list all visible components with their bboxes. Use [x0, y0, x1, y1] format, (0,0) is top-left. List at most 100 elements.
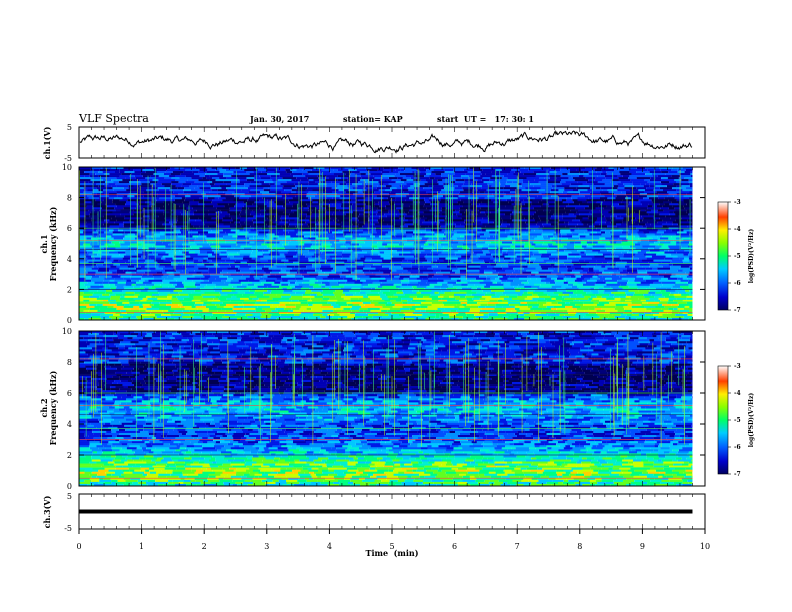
spectrogram-cell	[443, 303, 457, 307]
spectrogram-cell	[96, 297, 111, 301]
spectrogram-cell	[548, 203, 560, 206]
spectrogram-cell	[387, 295, 392, 299]
spectrogram-cell	[521, 185, 534, 188]
spectrogram-cell	[183, 221, 196, 224]
spectrogram-cell	[502, 219, 513, 222]
spectrogram-cell	[179, 249, 185, 252]
spectrogram-cell	[340, 275, 346, 279]
spectrogram-cell	[209, 179, 216, 182]
spectrogram-cell	[469, 309, 480, 313]
spectrogram-cell	[281, 215, 289, 218]
spectrogram-cell	[244, 221, 254, 224]
spectrogram-cell	[498, 197, 512, 200]
spectrogram-cell	[424, 167, 431, 170]
spectrogram-cell	[540, 187, 553, 190]
spectrogram-cell	[137, 253, 149, 256]
spectrogram-cell	[225, 215, 230, 218]
spectrogram-cell	[158, 291, 170, 295]
spectrogram-cell	[435, 263, 450, 266]
spectrogram-cell	[86, 205, 93, 208]
spectrogram-cell	[591, 299, 600, 303]
spectrogram-cell	[312, 261, 325, 264]
spectrogram-cell	[360, 279, 366, 283]
spectrogram-cell	[420, 291, 435, 295]
spectrogram-cell	[539, 269, 554, 272]
spectrogram-cell	[363, 271, 373, 274]
spectrogram-cell	[485, 297, 499, 301]
spectrogram-cell	[684, 177, 693, 180]
spectrogram-cell	[438, 237, 443, 240]
spectrogram-cell	[604, 303, 616, 307]
spectrogram-cell	[524, 203, 532, 206]
spectrogram-cell	[400, 265, 412, 268]
spectrogram-cell	[430, 173, 436, 176]
spectrogram-cell	[523, 199, 529, 202]
spectrogram-cell	[188, 263, 198, 266]
spectrogram-cell	[658, 263, 669, 266]
spectrogram-cell	[681, 185, 690, 188]
spectrogram-cell	[266, 299, 279, 303]
spectrogram-cell	[95, 271, 104, 274]
spectrogram-cell	[304, 243, 313, 246]
spectrogram-cell	[109, 301, 117, 305]
spectrogram-cell	[227, 255, 234, 258]
spectrogram-cell	[342, 171, 352, 174]
spectrogram-cell	[610, 209, 617, 212]
spectrogram-cell	[321, 285, 326, 289]
spectrogram-cell	[672, 187, 686, 190]
spectrogram-cell	[92, 247, 104, 250]
spectrogram-cell	[206, 177, 213, 180]
spectrogram-cell	[229, 215, 240, 218]
spectrogram-cell	[665, 255, 678, 258]
spectrogram-cell	[483, 245, 489, 248]
spectrogram-cell	[689, 233, 693, 236]
spectrogram-cell	[673, 293, 682, 297]
spectrogram-cell	[370, 221, 379, 224]
spectrogram-cell	[102, 191, 117, 194]
spectrogram-cell	[627, 275, 637, 279]
spectrogram-cell	[236, 185, 245, 188]
spectrogram-cell	[86, 237, 92, 240]
spectrogram-cell	[164, 217, 178, 220]
spectrogram-cell	[516, 175, 523, 178]
spectrogram-cell	[402, 205, 410, 208]
spectrogram-cell	[271, 203, 277, 206]
spectrogram-cell	[675, 237, 682, 240]
spectrogram-cell	[517, 293, 522, 297]
spectrogram-cell	[199, 251, 207, 254]
spectrogram-cell	[116, 285, 124, 289]
spectrogram-cell	[300, 199, 313, 202]
spectrogram-cell	[124, 241, 138, 244]
spectrogram-cell	[671, 287, 678, 291]
spectrogram-cell	[517, 273, 531, 277]
spectrogram-cell	[172, 267, 187, 270]
spectrogram-cell	[158, 215, 171, 218]
spectrogram-cell	[271, 289, 284, 293]
spectrogram-cell	[143, 215, 150, 218]
spectrogram-cell	[566, 243, 574, 246]
spectrogram-cell	[678, 177, 685, 180]
spectrogram-cell	[368, 179, 381, 182]
spectrogram-cell	[154, 283, 161, 287]
spectrogram-cell	[430, 245, 444, 248]
spectrogram-cell	[474, 221, 481, 224]
spectrogram-cell	[479, 281, 493, 285]
spectrogram-cell	[177, 263, 189, 266]
spectrogram-cell	[188, 271, 197, 274]
spectrogram-cell	[373, 175, 382, 178]
spectrogram-cell	[243, 257, 252, 260]
spectrogram-cell	[649, 243, 659, 246]
spectrogram-cell	[471, 199, 478, 202]
spectrogram-cell	[404, 221, 414, 224]
spectrogram-cell	[553, 305, 566, 309]
spectrogram-cell	[354, 281, 363, 285]
spectrogram-cell	[518, 283, 524, 287]
spectrogram-cell	[222, 301, 234, 305]
spectrogram-cell	[586, 291, 593, 295]
spectrogram-cell	[646, 235, 658, 238]
spectrogram-cell	[491, 289, 505, 293]
spectrogram-cell	[628, 285, 638, 289]
spectrogram-cell	[595, 293, 610, 297]
spectrogram-cell	[260, 191, 269, 194]
spectrogram-cell	[311, 169, 322, 172]
